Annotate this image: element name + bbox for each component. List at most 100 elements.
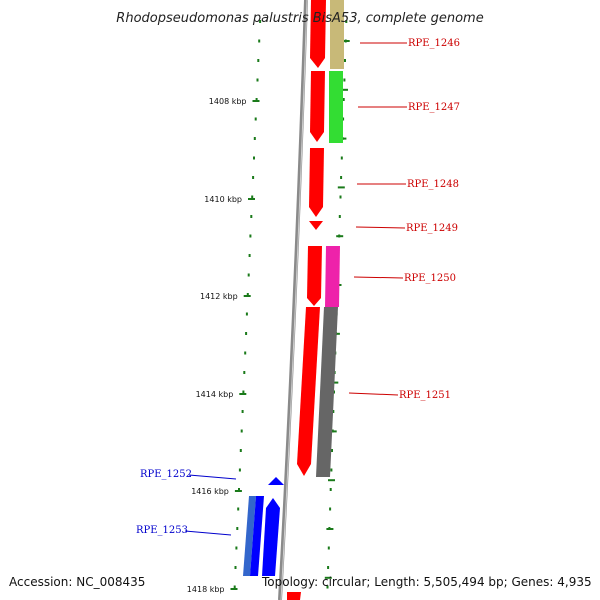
tick-label: 1410 kbp bbox=[204, 195, 242, 204]
major-tick bbox=[329, 430, 337, 433]
forward-gene-arrow[interactable] bbox=[309, 148, 324, 217]
tick-dot bbox=[252, 176, 255, 179]
tick-label: 1408 kbp bbox=[209, 97, 247, 106]
major-tick bbox=[341, 88, 348, 91]
label-leader bbox=[355, 226, 406, 229]
tick-dot bbox=[235, 546, 238, 550]
tick-dot bbox=[238, 468, 241, 472]
label-leader bbox=[353, 276, 404, 279]
tick-dot bbox=[340, 156, 343, 160]
major-tick bbox=[248, 198, 255, 200]
tick-dot bbox=[245, 332, 248, 335]
major-tick bbox=[326, 528, 334, 530]
label-leader bbox=[348, 392, 399, 396]
gene-block-rpe-1252-side[interactable] bbox=[250, 496, 264, 576]
gene-label-rpe-1247[interactable]: RPE_1247 bbox=[408, 102, 460, 113]
tick-dot bbox=[327, 566, 330, 569]
tick-dot bbox=[236, 527, 239, 530]
label-leader bbox=[188, 474, 237, 480]
gene-label-rpe-1249[interactable]: RPE_1249 bbox=[406, 223, 458, 234]
tick-dot bbox=[241, 410, 244, 413]
tick-dot bbox=[248, 254, 251, 257]
gene-label-rpe-1250[interactable]: RPE_1250 bbox=[404, 273, 456, 284]
tick-dot bbox=[251, 195, 254, 199]
forward-gene-arrow[interactable] bbox=[310, 0, 326, 68]
tick-dot bbox=[254, 117, 257, 121]
gene-block-rpe-1252[interactable] bbox=[268, 477, 284, 485]
tick-dot bbox=[338, 215, 341, 218]
gene-block-rpe-1250[interactable] bbox=[325, 246, 340, 307]
tick-label: 1414 kbp bbox=[196, 390, 234, 399]
tick-dot bbox=[329, 507, 332, 511]
forward-gene-arrow[interactable] bbox=[309, 221, 323, 230]
tick-dot bbox=[331, 449, 333, 452]
major-tick bbox=[243, 295, 251, 297]
tick-dot bbox=[258, 39, 261, 43]
major-tick bbox=[324, 576, 332, 579]
major-tick bbox=[252, 100, 260, 102]
gene-label-rpe-1248[interactable]: RPE_1248 bbox=[407, 179, 459, 190]
tick-dot bbox=[246, 293, 249, 296]
tick-dot bbox=[238, 488, 240, 491]
tick-dot bbox=[253, 137, 256, 140]
tick-dot bbox=[340, 176, 343, 179]
major-tick bbox=[328, 479, 335, 482]
tick-dot bbox=[253, 156, 255, 160]
major-tick bbox=[230, 588, 238, 590]
tick-label: 1416 kbp bbox=[191, 487, 229, 496]
tick-dot bbox=[244, 351, 247, 355]
tick-dot bbox=[332, 410, 335, 413]
tick-dot bbox=[245, 312, 248, 316]
gene-label-rpe-1253[interactable]: RPE_1253 bbox=[136, 525, 188, 536]
gene-block-rpe-1246[interactable] bbox=[330, 0, 344, 69]
forward-gene-arrow[interactable] bbox=[287, 592, 301, 600]
tick-dot bbox=[233, 585, 236, 589]
genome-backbone-highlight bbox=[280, 0, 308, 600]
map-title: Rhodopseudomonas palustris BisA53, compl… bbox=[116, 11, 483, 26]
tick-dot bbox=[234, 566, 237, 569]
tick-label: 1412 kbp bbox=[200, 292, 238, 301]
tick-dot bbox=[342, 98, 345, 101]
tick-dot bbox=[257, 59, 260, 62]
gene-block-rpe-1252-lower[interactable] bbox=[262, 498, 280, 576]
tick-dot bbox=[255, 98, 258, 101]
major-tick bbox=[337, 186, 345, 189]
tick-dot bbox=[327, 546, 330, 550]
tick-dot bbox=[259, 20, 262, 23]
major-tick bbox=[234, 490, 242, 492]
major-tick bbox=[239, 393, 247, 395]
tick-label: 1418 kbp bbox=[187, 585, 225, 594]
major-tick bbox=[342, 40, 350, 42]
major-tick bbox=[336, 235, 344, 238]
genome-summary-text: Topology: circular; Length: 5,505,494 bp… bbox=[261, 575, 592, 589]
tick-dot bbox=[243, 371, 246, 374]
major-tick bbox=[331, 381, 339, 384]
tick-dot bbox=[344, 59, 346, 62]
forward-gene-arrow[interactable] bbox=[307, 246, 322, 306]
tick-dot bbox=[250, 215, 253, 218]
gene-block-rpe-1253[interactable] bbox=[243, 496, 256, 576]
tick-dot bbox=[237, 507, 240, 511]
gene-label-rpe-1251[interactable]: RPE_1251 bbox=[399, 390, 451, 401]
tick-dot bbox=[239, 449, 242, 452]
gene-block-rpe-1251[interactable] bbox=[316, 307, 338, 477]
tick-dot bbox=[343, 78, 346, 82]
tick-dot bbox=[249, 234, 252, 238]
forward-gene-arrow[interactable] bbox=[297, 307, 320, 476]
tick-dot bbox=[329, 488, 332, 491]
tick-dot bbox=[339, 195, 342, 199]
genome-backbone bbox=[278, 0, 308, 600]
tick-dot bbox=[345, 20, 348, 23]
tick-dot bbox=[242, 390, 245, 394]
tick-dot bbox=[240, 429, 243, 433]
gene-label-rpe-1252[interactable]: RPE_1252 bbox=[140, 469, 192, 480]
forward-gene-arrow[interactable] bbox=[310, 71, 325, 142]
tick-dot bbox=[256, 78, 259, 82]
tick-dot bbox=[342, 117, 345, 121]
gene-block-rpe-1247[interactable] bbox=[329, 71, 343, 143]
gene-label-rpe-1246[interactable]: RPE_1246 bbox=[408, 38, 460, 49]
accession-text: Accession: NC_008435 bbox=[9, 575, 145, 589]
tick-dot bbox=[330, 468, 333, 472]
